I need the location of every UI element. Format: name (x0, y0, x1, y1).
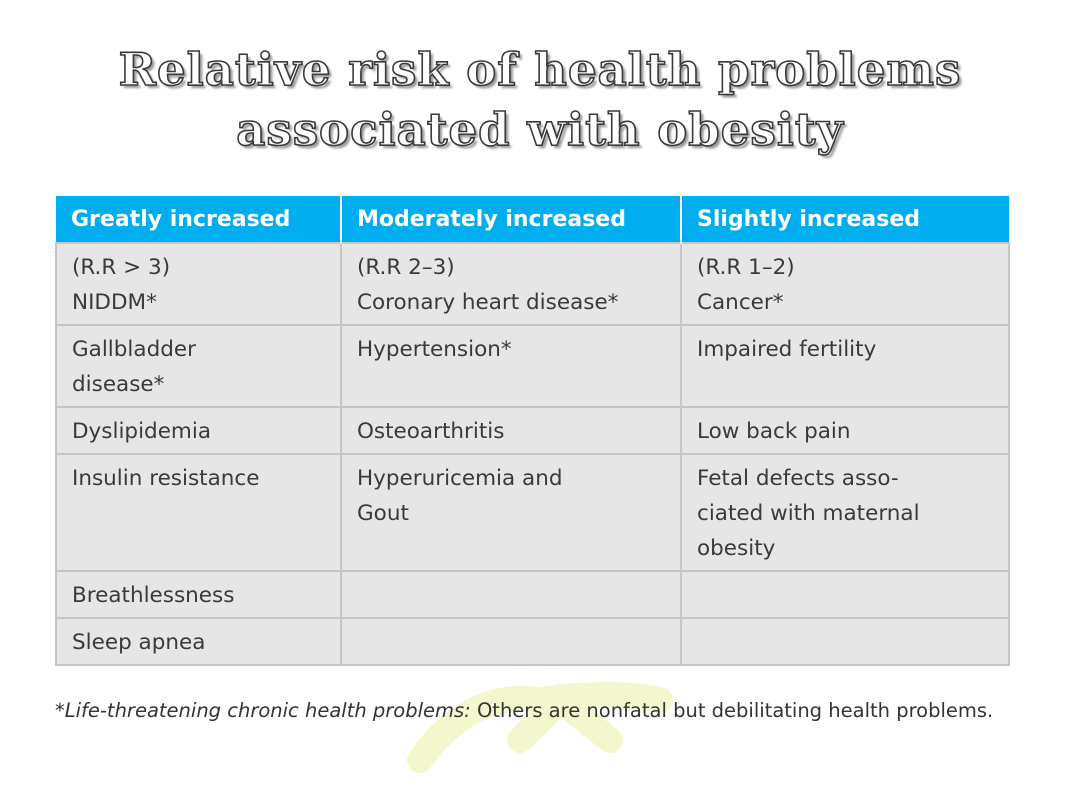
table-row: (R.R > 3) NIDDM* (R.R 2–3) Coronary heart d… (55, 242, 1010, 326)
cell-text: NIDDM* (72, 290, 157, 315)
cell-text: disease* (72, 372, 165, 397)
header-slightly-increased: Slightly increased (681, 196, 1009, 243)
risk-table: Greatly increased Moderately increased S… (55, 196, 1010, 666)
cell-text: ciated with maternal (697, 501, 920, 526)
table-cell: Hypertension* (340, 324, 682, 408)
cell-text: Low back pain (697, 419, 851, 444)
table-cell: Osteoarthritis (340, 406, 682, 455)
table-cell (340, 617, 682, 666)
table-body: (R.R > 3) NIDDM* (R.R 2–3) Coronary heart d… (55, 242, 1010, 666)
footnote: *Life-threatening chronic health problem… (55, 694, 1025, 727)
table-cell: Impaired fertility (680, 324, 1010, 408)
table-row: Sleep apnea (55, 617, 1010, 666)
cell-text: Cancer* (697, 290, 784, 315)
title-line-1: Relative risk of health problems (118, 42, 962, 97)
table-cell (340, 570, 682, 619)
footnote-text: Others are nonfatal but debilitating hea… (470, 699, 994, 722)
page-title: Relative risk of health problems associa… (0, 40, 1080, 160)
table-row: Dyslipidemia Osteoarthritis Low back pain (55, 406, 1010, 455)
table-cell: (R.R 2–3) Coronary heart disease* (340, 242, 682, 326)
table-cell (680, 617, 1010, 666)
table-header-row: Greatly increased Moderately increased S… (56, 196, 1009, 243)
table-row: Gallbladder disease* Hypertension* Impaired… (55, 324, 1010, 408)
table-row: Breathlessness (55, 570, 1010, 619)
cell-text: Gout (357, 501, 409, 526)
table-cell: Low back pain (680, 406, 1010, 455)
table-cell: Insulin resistance (55, 453, 342, 572)
title-line-2: associated with obesity (235, 102, 844, 157)
cell-text: obesity (697, 536, 776, 561)
table-cell: Hyperuricemia and Gout (340, 453, 682, 572)
table-cell: (R.R 1–2) Cancer* (680, 242, 1010, 326)
table-cell: Sleep apnea (55, 617, 342, 666)
header-greatly-increased: Greatly increased (56, 196, 342, 243)
cell-text: Osteoarthritis (357, 419, 505, 444)
cell-text: Breathlessness (72, 583, 235, 608)
cell-text: (R.R 1–2) (697, 255, 795, 280)
table-cell: Breathlessness (55, 570, 342, 619)
table-cell: Fetal defects asso-ciated with maternal o… (680, 453, 1010, 572)
cell-text: (R.R 2–3) (357, 255, 455, 280)
header-moderately-increased: Moderately increased (341, 196, 682, 243)
table-row: Insulin resistance Hyperuricemia and Gout F… (55, 453, 1010, 572)
cell-text: Impaired fertility (697, 337, 877, 362)
table-cell: (R.R > 3) NIDDM* (55, 242, 342, 326)
table-cell (680, 570, 1010, 619)
cell-text: Insulin resistance (72, 466, 260, 491)
cell-text: Gallbladder (72, 337, 196, 362)
footnote-italic: *Life-threatening chronic health problem… (55, 699, 471, 722)
cell-text: (R.R > 3) (72, 255, 171, 280)
cell-text: Hypertension* (357, 337, 512, 362)
cell-text: Hyperuricemia and (357, 466, 563, 491)
cell-text: Coronary heart disease* (357, 290, 619, 315)
table-cell: Gallbladder disease* (55, 324, 342, 408)
cell-text: Dyslipidemia (72, 419, 212, 444)
cell-text: Fetal defects asso- (697, 466, 899, 491)
table-cell: Dyslipidemia (55, 406, 342, 455)
cell-text: Sleep apnea (72, 630, 206, 655)
